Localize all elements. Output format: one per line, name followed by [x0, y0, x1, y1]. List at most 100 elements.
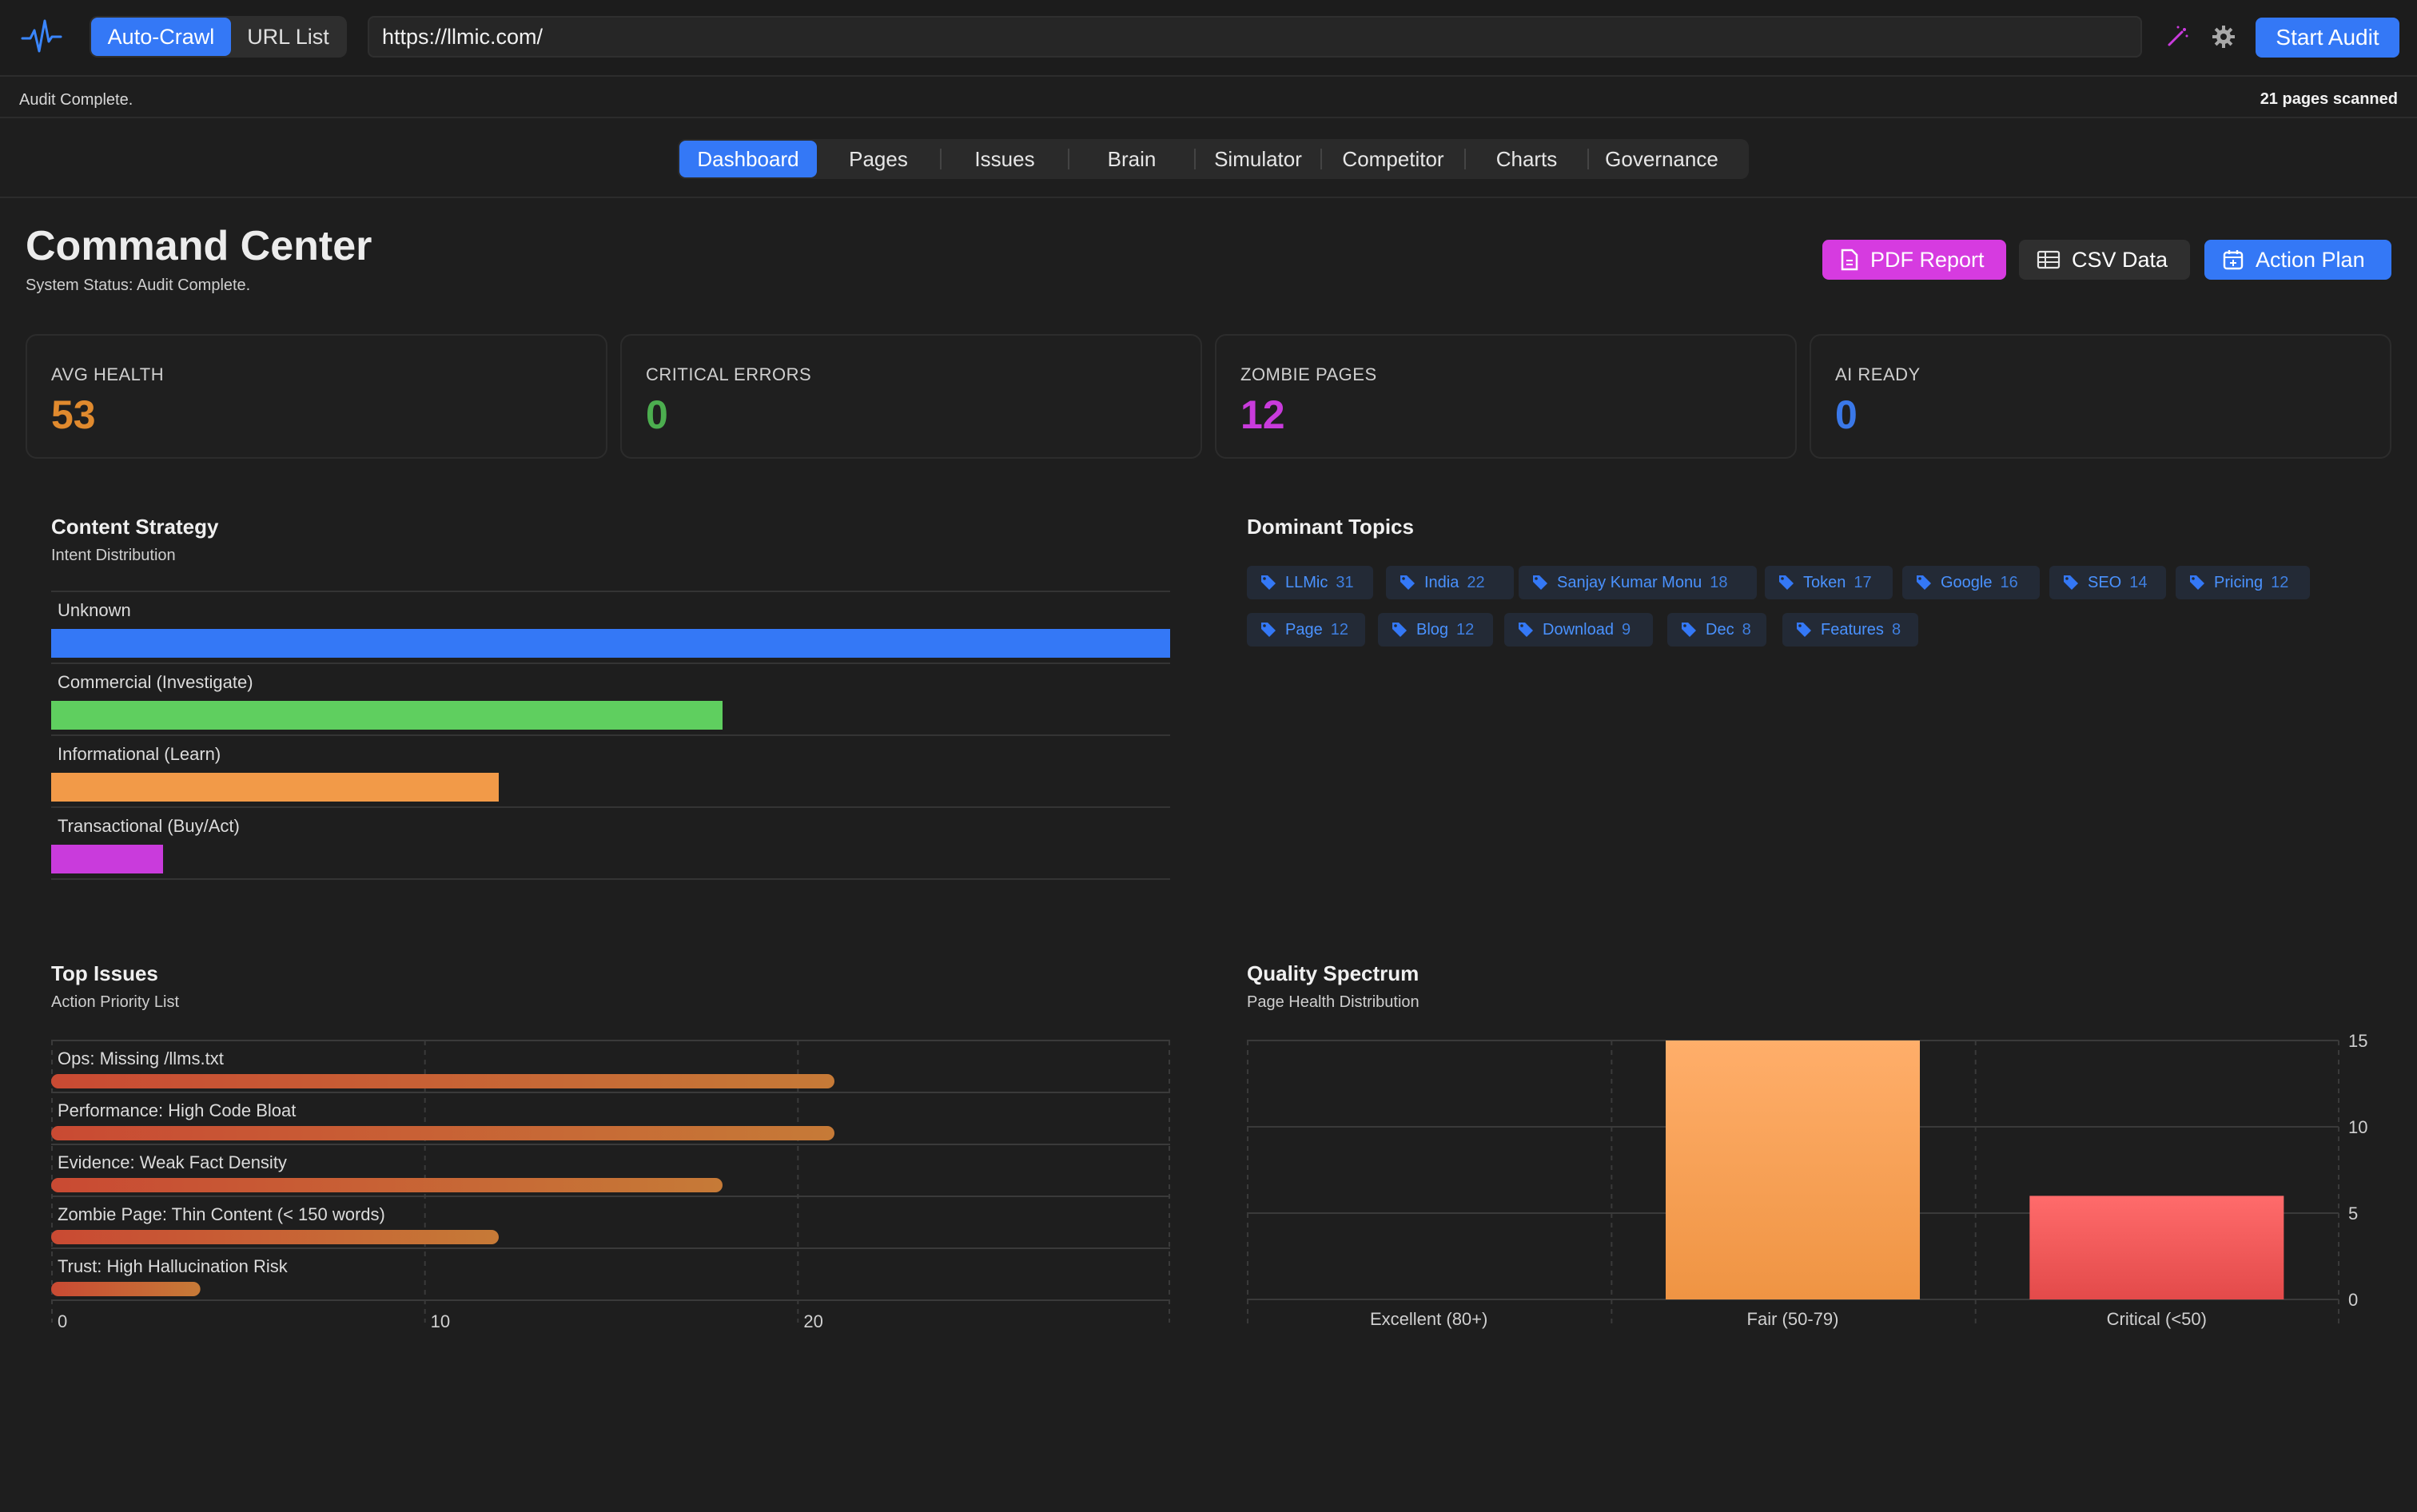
top-issues-chart: 0 10 20 Ops: Missing /llms.txt Performance: … — [51, 1040, 1170, 1331]
issue-label: Evidence: Weak Fact Density — [58, 1152, 287, 1172]
action-plan-button[interactable]: Action Plan — [2204, 240, 2391, 280]
tab-pages[interactable]: Pages — [849, 146, 908, 171]
tab-issues[interactable]: Issues — [974, 146, 1035, 171]
topic-count: 31 — [1336, 573, 1354, 591]
tab-divider — [1320, 149, 1322, 169]
topic-chip[interactable]: Token 17 — [1765, 566, 1893, 599]
x-tick-label: 0 — [58, 1311, 67, 1331]
topic-count: 12 — [1456, 620, 1475, 639]
tag-icon — [1917, 575, 1931, 590]
y-tick-label: 15 — [2348, 1031, 2367, 1051]
topic-count: 22 — [1467, 573, 1485, 591]
tag-icon — [1261, 575, 1276, 590]
tag-icon — [1392, 623, 1407, 637]
topic-chip[interactable]: Google 16 — [1902, 566, 2040, 599]
tab-simulator[interactable]: Simulator — [1214, 146, 1302, 171]
topic-name: Features — [1821, 620, 1884, 639]
table-icon — [2037, 250, 2061, 269]
tab-charts[interactable]: Charts — [1495, 146, 1558, 171]
topic-count: 17 — [1854, 573, 1872, 591]
main-navigation: Dashboard Pages Issues Brain Simulator C… — [0, 120, 2417, 198]
stat-value: 53 — [51, 392, 96, 437]
dominant-topics-title: Dominant Topics — [1247, 515, 1414, 539]
start-audit-button[interactable]: Start Audit — [2256, 18, 2399, 58]
top-issues-subtitle: Action Priority List — [51, 993, 180, 1011]
tab-brain[interactable]: Brain — [1107, 146, 1157, 171]
stat-value: 0 — [646, 392, 668, 437]
intent-row-transactional: Transactional (Buy/Act) — [51, 806, 1170, 878]
issue-label: Zombie Page: Thin Content (< 150 words) — [58, 1204, 385, 1224]
topic-count: 8 — [1891, 620, 1901, 639]
stat-card-zombie-pages: ZOMBIE PAGES 12 — [1215, 334, 1797, 459]
topic-chip[interactable]: Page 12 — [1247, 613, 1365, 647]
intent-divider — [51, 878, 1170, 880]
topic-chip[interactable]: Features 8 — [1782, 613, 1918, 647]
content-strategy-title: Content Strategy — [51, 515, 219, 539]
topic-chip[interactable]: Pricing 12 — [2176, 566, 2310, 599]
topic-chip[interactable]: India 22 — [1386, 566, 1514, 599]
issue-label: Trust: High Hallucination Risk — [58, 1256, 289, 1276]
topic-name: Sanjay Kumar Monu — [1557, 573, 1702, 591]
system-status-subtitle: System Status: Audit Complete. — [26, 277, 251, 294]
tag-icon — [1797, 623, 1811, 637]
topic-name: Token — [1803, 573, 1846, 591]
topic-chip[interactable]: Dec 8 — [1667, 613, 1766, 647]
stat-card-ai-ready: AI READY 0 — [1810, 334, 2391, 459]
x-category-label: Excellent (80+) — [1370, 1309, 1487, 1329]
issue-bar — [51, 1074, 834, 1088]
topic-name: Blog — [1416, 620, 1449, 639]
pulse-logo-icon — [21, 19, 62, 53]
issue-bar — [51, 1178, 723, 1192]
url-input[interactable] — [368, 16, 2142, 58]
tab-competitor[interactable]: Competitor — [1342, 146, 1444, 171]
issue-label: Performance: High Code Bloat — [58, 1100, 296, 1120]
x-category-label: Critical (<50) — [2107, 1309, 2207, 1329]
tag-icon — [1533, 575, 1547, 590]
topic-chip[interactable]: LLMic 31 — [1247, 566, 1373, 599]
tab-dashboard[interactable]: Dashboard — [679, 141, 817, 177]
topic-chip[interactable]: Blog 12 — [1378, 613, 1493, 647]
stat-card-avg-health: AVG HEALTH 53 — [26, 334, 607, 459]
intent-row-commercial: Commercial (Investigate) — [51, 662, 1170, 734]
stat-card-critical-errors: CRITICAL ERRORS 0 — [620, 334, 1202, 459]
tab-governance[interactable]: Governance — [1605, 146, 1718, 171]
status-bar: Audit Complete. 21 pages scanned — [0, 78, 2417, 118]
tag-icon — [1682, 623, 1696, 637]
intent-bar — [51, 773, 499, 802]
pages-scanned-count: 21 pages scanned — [2260, 90, 2398, 108]
tag-icon — [1261, 623, 1276, 637]
topic-name: Download — [1543, 620, 1614, 639]
topic-chip[interactable]: Download 9 — [1504, 613, 1653, 647]
topic-count: 8 — [1742, 620, 1751, 639]
intent-label: Transactional (Buy/Act) — [58, 816, 240, 836]
topic-count: 18 — [1710, 573, 1728, 591]
topic-chip[interactable]: SEO 14 — [2049, 566, 2166, 599]
gear-icon[interactable] — [2209, 22, 2238, 51]
page-title: Command Center — [26, 223, 372, 269]
tag-icon — [1779, 575, 1794, 590]
tab-divider — [1464, 149, 1466, 169]
intent-label: Unknown — [58, 600, 131, 620]
url-list-mode-button[interactable]: URL List — [247, 24, 329, 49]
issue-label: Ops: Missing /llms.txt — [58, 1048, 224, 1068]
y-tick-label: 10 — [2348, 1117, 2367, 1137]
topic-name: Google — [1941, 573, 1993, 591]
stat-value: 12 — [1240, 392, 1285, 437]
tag-icon — [2064, 575, 2078, 590]
issue-bar — [51, 1230, 499, 1244]
y-tick-label: 0 — [2348, 1290, 2358, 1310]
y-tick-label: 5 — [2348, 1204, 2358, 1224]
magic-wand-icon[interactable] — [2163, 22, 2192, 51]
pdf-report-label: PDF Report — [1870, 247, 1985, 272]
topic-count: 14 — [2129, 573, 2148, 591]
csv-data-button[interactable]: CSV Data — [2019, 240, 2190, 280]
calendar-plan-icon — [2223, 250, 2244, 270]
topic-chip[interactable]: Sanjay Kumar Monu 18 — [1519, 566, 1757, 599]
topic-name: LLMic — [1285, 573, 1328, 591]
pdf-report-button[interactable]: PDF Report — [1822, 240, 2006, 280]
intent-bar — [51, 701, 723, 730]
tag-icon — [2190, 575, 2204, 590]
tab-divider — [1068, 149, 1069, 169]
x-tick-label: 10 — [431, 1311, 450, 1331]
auto-crawl-mode-button[interactable]: Auto-Crawl — [91, 18, 231, 56]
